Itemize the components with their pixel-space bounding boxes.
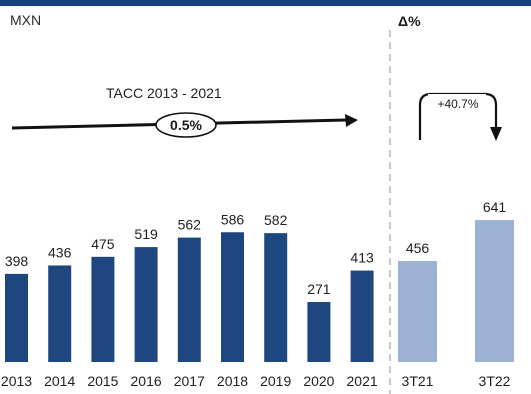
tacc-annotation: TACC 2013 - 2021 0.5% (11, 85, 358, 138)
change-callout: +40.7% (418, 92, 502, 141)
value-label-annual-2020: 271 (307, 281, 331, 297)
bar-annual-2014 (48, 265, 72, 362)
value-label-quarterly-3T21: 456 (406, 240, 430, 256)
bar-annual-2019 (264, 233, 288, 362)
bar-quarterly-3T22 (475, 220, 514, 362)
value-label-annual-2018: 586 (221, 211, 245, 227)
bar-annual-2013 (5, 273, 28, 362)
tick-label-annual-2013: 2013 (1, 373, 32, 389)
value-label-quarterly-3T22: 641 (483, 199, 507, 215)
value-label-annual-2019: 582 (264, 212, 288, 228)
value-label-annual-2017: 562 (178, 217, 202, 233)
callout-label-box (428, 94, 486, 112)
tacc-value: 0.5% (170, 117, 202, 133)
change-label: +40.7% (437, 97, 478, 111)
bar-annual-2015 (91, 256, 115, 362)
callout-arrowhead (490, 127, 502, 141)
value-label-annual-2015: 475 (91, 236, 115, 252)
tick-label-quarterly-3T21: 3T21 (402, 373, 434, 389)
bar-annual-2018 (221, 232, 244, 362)
top-band (0, 0, 531, 6)
unit-label: MXN (10, 12, 41, 28)
value-labels-group: 398 436 475 519 562 586 582 271 413 456 641 (5, 199, 507, 297)
tick-label-annual-2018: 2018 (217, 373, 248, 389)
bar-annual-2020 (307, 302, 331, 362)
tick-label-annual-2015: 2015 (87, 373, 118, 389)
bar-annual-2017 (177, 237, 201, 362)
tick-label-annual-2020: 2020 (303, 373, 334, 389)
value-label-annual-2016: 519 (134, 226, 158, 242)
bar-quarterly-3T21 (398, 261, 437, 362)
tick-label-annual-2021: 2021 (347, 373, 378, 389)
tick-label-annual-2019: 2019 (260, 373, 291, 389)
tick-labels-group: 2013 2014 2015 2016 2017 2018 2019 2020 2021 3T21… (1, 373, 511, 389)
tick-label-annual-2016: 2016 (131, 373, 162, 389)
value-label-annual-2021: 413 (350, 250, 374, 266)
value-label-annual-2014: 436 (48, 244, 72, 260)
tick-label-annual-2017: 2017 (174, 373, 205, 389)
bar-annual-2021 (350, 270, 374, 362)
delta-header: Δ% (398, 13, 421, 29)
bar-annual-2016 (134, 247, 158, 362)
value-label-annual-2013: 398 (5, 253, 29, 269)
tacc-arrowhead (345, 114, 358, 127)
bars-group (5, 220, 514, 362)
tacc-value-pill (155, 112, 217, 138)
tick-label-quarterly-3T22: 3T22 (479, 373, 511, 389)
tacc-title: TACC 2013 - 2021 (106, 85, 222, 101)
tick-label-annual-2014: 2014 (44, 373, 75, 389)
